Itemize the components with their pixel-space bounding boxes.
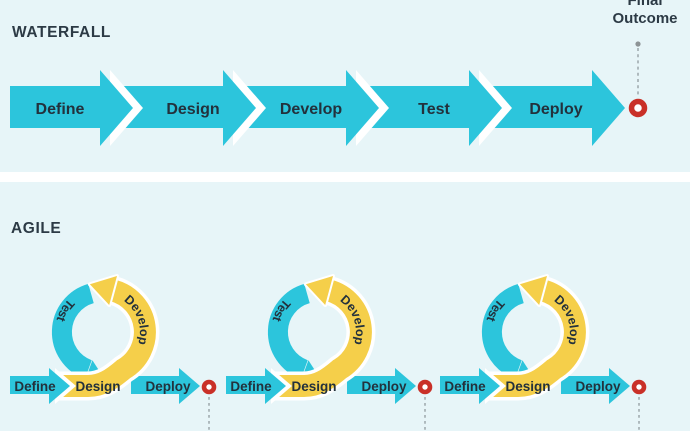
- waterfall-junction: [100, 70, 143, 146]
- chevron-arrowhead-icon: [100, 70, 133, 146]
- cycle-stage-deploy: Deploy: [145, 379, 191, 394]
- cycle-stage-design: Design: [75, 379, 120, 394]
- agile-cycle-3: Define Design Deploy Test Develop: [440, 276, 644, 431]
- waterfall-section: WATERFALL Define Design Develop Test Dep…: [0, 0, 690, 172]
- cycle-stage-design: Design: [291, 379, 336, 394]
- cycle-stage-design: Design: [505, 379, 550, 394]
- final-outcome-callout: Final Outcome: [612, 0, 678, 118]
- final-outcome-line1: Final: [627, 0, 662, 9]
- cycle-stage-define: Define: [14, 379, 56, 394]
- final-outcome-line2: Outcome: [612, 10, 677, 27]
- waterfall-stage-design: Design: [166, 101, 219, 118]
- cycle-stage-define: Define: [230, 379, 272, 394]
- waterfall-stage-test: Test: [418, 101, 450, 118]
- waterfall-final-arrowhead-icon: [592, 70, 625, 146]
- chevron-arrowhead-icon: [223, 70, 256, 146]
- waterfall-stage-develop: Develop: [280, 101, 342, 118]
- waterfall-junction: [346, 70, 389, 146]
- chevron-arrowhead-icon: [469, 70, 502, 146]
- final-outcome-marker-icon: [628, 98, 648, 118]
- waterfall-junction: [223, 70, 266, 146]
- callout-dot-icon: [635, 41, 641, 47]
- cycle-stage-define: Define: [444, 379, 486, 394]
- waterfall-title: WATERFALL: [12, 24, 111, 41]
- waterfall-stage-define: Define: [36, 101, 85, 118]
- agile-title: AGILE: [11, 220, 61, 237]
- agile-section: AGILE Define Design Deploy Test Develop …: [0, 182, 690, 431]
- cycle-stage-deploy: Deploy: [361, 379, 407, 394]
- chevron-arrowhead-icon: [346, 70, 379, 146]
- cycle-stage-deploy: Deploy: [575, 379, 621, 394]
- waterfall-junction: [469, 70, 512, 146]
- waterfall-stage-deploy: Deploy: [529, 101, 582, 118]
